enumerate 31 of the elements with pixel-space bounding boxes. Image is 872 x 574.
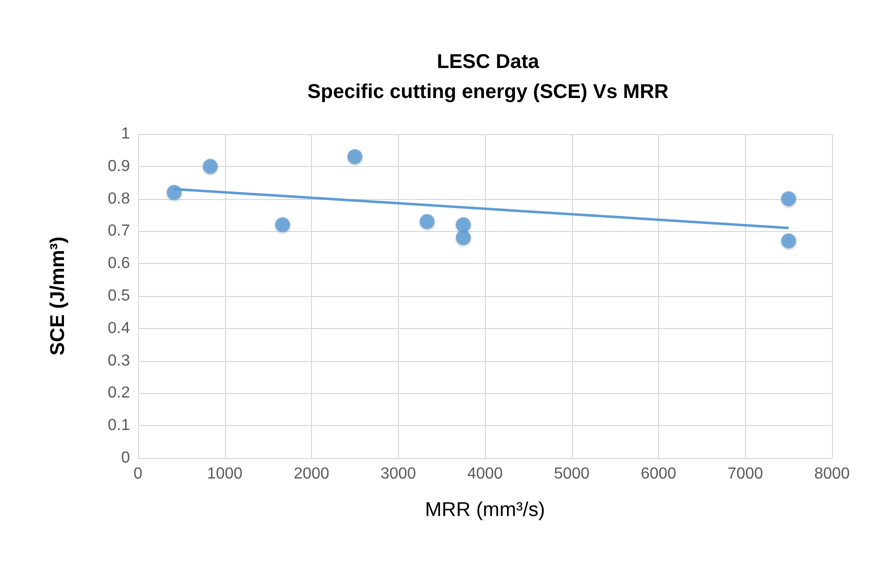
x-axis-title: MRR (mm³/s) — [425, 499, 545, 521]
x-tick-label: 7000 — [727, 466, 764, 482]
point — [347, 149, 362, 164]
y-axis-title: SCE (J/mm³) — [47, 236, 69, 356]
x-tick-label: 0 — [134, 466, 143, 482]
y-tick-label: 0.9 — [108, 158, 130, 175]
point — [420, 214, 435, 229]
y-tick-label: 0.7 — [108, 222, 130, 240]
x-tick-label: 4000 — [467, 466, 503, 482]
x-tick-label: 8000 — [814, 466, 850, 482]
y-tick-label: 0.2 — [108, 384, 130, 402]
y-tick-label: 1 — [121, 126, 130, 142]
point — [202, 158, 218, 174]
point — [275, 217, 290, 232]
y-tick-label: 0.6 — [108, 255, 130, 272]
x-tick-label: 6000 — [640, 466, 676, 482]
y-tick-label: 0.3 — [108, 352, 130, 370]
y-tick-label: 0.1 — [108, 417, 130, 434]
x-tick-label: 1000 — [206, 466, 243, 482]
y-tick-label: 0.5 — [108, 288, 130, 304]
point — [456, 217, 471, 232]
y-tick-label: 0.4 — [108, 320, 130, 337]
chart-title: LESC Data Specific cutting energy (SCE) Vs MRR — [307, 51, 670, 103]
point — [781, 233, 796, 248]
x-tick-label: 5000 — [554, 466, 590, 482]
y-tick-label: 0 — [121, 450, 130, 466]
x-tick-label: 2000 — [294, 466, 330, 482]
y-tick-label: 0.8 — [108, 190, 130, 208]
point — [456, 230, 471, 246]
point — [781, 191, 796, 206]
x-tick-label: 3000 — [380, 466, 416, 482]
